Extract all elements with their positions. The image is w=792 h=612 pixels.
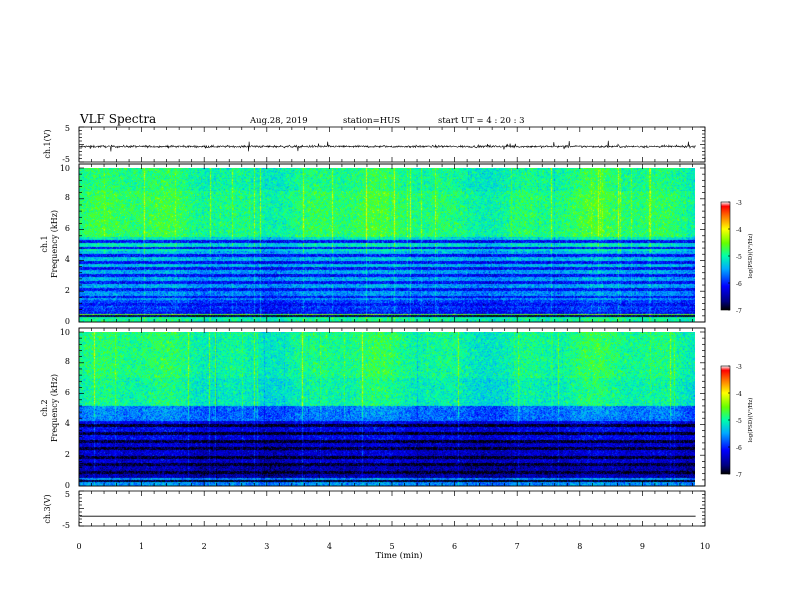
cb1-tick-n7: -7 xyxy=(736,308,742,315)
ch1-ytick-0: 0 xyxy=(65,317,70,326)
cb2-tick-n7: -7 xyxy=(736,472,742,479)
ch1-spectrogram-panel: 10 8 6 4 2 0 ch.1 Frequency (kHz) xyxy=(40,163,706,326)
x-tick-label-1: 1 xyxy=(139,542,144,551)
ch1-waveform-panel: 5 -5 ch.1(V) xyxy=(43,124,706,164)
ch2-ytick-10: 10 xyxy=(60,328,70,337)
ch2-ytick-0: 0 xyxy=(65,481,70,490)
x-tick-label-10: 10 xyxy=(700,542,710,551)
cb2-tick-n5: -5 xyxy=(736,418,742,425)
ch1-ytick-top: 5 xyxy=(65,124,70,133)
ch3-waveform-panel: 5 -5 ch.3(V) xyxy=(43,490,706,530)
start-time-label: start UT = 4 : 20 : 3 xyxy=(438,116,525,126)
ch1-waveform-line xyxy=(78,140,696,152)
ch3-ytick-bottom: -5 xyxy=(62,521,70,530)
cb2-tick-n6: -6 xyxy=(736,445,742,452)
cb1-tick-n6: -6 xyxy=(736,281,742,288)
ch1-spectrogram-ylabel: Frequency (kHz) xyxy=(50,210,59,278)
ch2-ytick-8: 8 xyxy=(65,357,70,366)
x-tick-label-0: 0 xyxy=(76,542,81,551)
ch1-ytick-bottom: -5 xyxy=(62,155,70,164)
date-label: Aug.28, 2019 xyxy=(249,116,308,126)
x-tick-label-7: 7 xyxy=(515,542,520,551)
ch1-colorbar: -3 -4 -5 -6 -7 log(PSD)(V²/Hz) xyxy=(720,200,754,315)
x-axis-label: Time (min) xyxy=(375,550,422,561)
ch1-ytick-8: 8 xyxy=(65,193,70,202)
colorbar-ticks xyxy=(728,365,730,475)
ch1-spectrogram-image xyxy=(79,168,695,322)
colorbar-ticks xyxy=(728,201,730,311)
x-tick-label-8: 8 xyxy=(577,542,582,551)
cb1-tick-n4: -4 xyxy=(736,227,742,234)
ch1-spectrogram-channel-label: ch.1 xyxy=(40,235,49,252)
ch2-ytick-4: 4 xyxy=(65,419,70,428)
figure-title: VLF Spectra xyxy=(79,112,156,126)
ch3-ytick-top: 5 xyxy=(65,490,70,499)
ch1-spectrogram-ticks xyxy=(78,164,706,323)
ch1-ytick-4: 4 xyxy=(65,255,70,264)
ch1-waveform-ticks xyxy=(78,126,706,163)
ch3-waveform-ticks xyxy=(78,490,706,527)
ch2-spectrogram-channel-label: ch.2 xyxy=(40,399,49,416)
cb2-tick-n3: -3 xyxy=(736,364,742,371)
ch1-ytick-6: 6 xyxy=(65,224,70,233)
ch2-spectrogram-image xyxy=(79,332,695,486)
ch1-waveform-ylabel: ch.1(V) xyxy=(43,129,52,158)
ch3-waveform-ylabel: ch.3(V) xyxy=(43,494,52,523)
ch2-spectrogram-ylabel: Frequency (kHz) xyxy=(50,374,59,442)
ch1-ytick-2: 2 xyxy=(65,286,70,295)
cb1-tick-n5: -5 xyxy=(736,254,742,261)
x-tick-label-5: 5 xyxy=(389,542,394,551)
x-tick-label-6: 6 xyxy=(452,542,457,551)
cb2-tick-n4: -4 xyxy=(736,391,742,398)
ch2-spectrogram-panel: 10 8 6 4 2 0 ch.2 Frequency (kHz) xyxy=(40,327,706,490)
station-label: station=HUS xyxy=(343,116,400,126)
x-tick-label-9: 9 xyxy=(640,542,645,551)
ch2-ytick-6: 6 xyxy=(65,388,70,397)
ch2-ytick-2: 2 xyxy=(65,450,70,459)
x-tick-label-2: 2 xyxy=(202,542,207,551)
x-axis-tick-labels: 0 1 2 3 4 5 6 7 8 9 10 xyxy=(76,542,710,551)
ch1-ytick-10: 10 xyxy=(60,164,70,173)
cb2-label: log(PSD)(V²/Hz) xyxy=(747,398,754,443)
ch2-colorbar: -3 -4 -5 -6 -7 log(PSD)(V²/Hz) xyxy=(720,364,754,479)
cb1-tick-n3: -3 xyxy=(736,200,742,207)
cb1-label: log(PSD)(V²/Hz) xyxy=(747,234,754,279)
x-tick-label-4: 4 xyxy=(327,542,332,551)
ch2-spectrogram-ticks xyxy=(78,328,706,487)
x-tick-label-3: 3 xyxy=(264,542,269,551)
